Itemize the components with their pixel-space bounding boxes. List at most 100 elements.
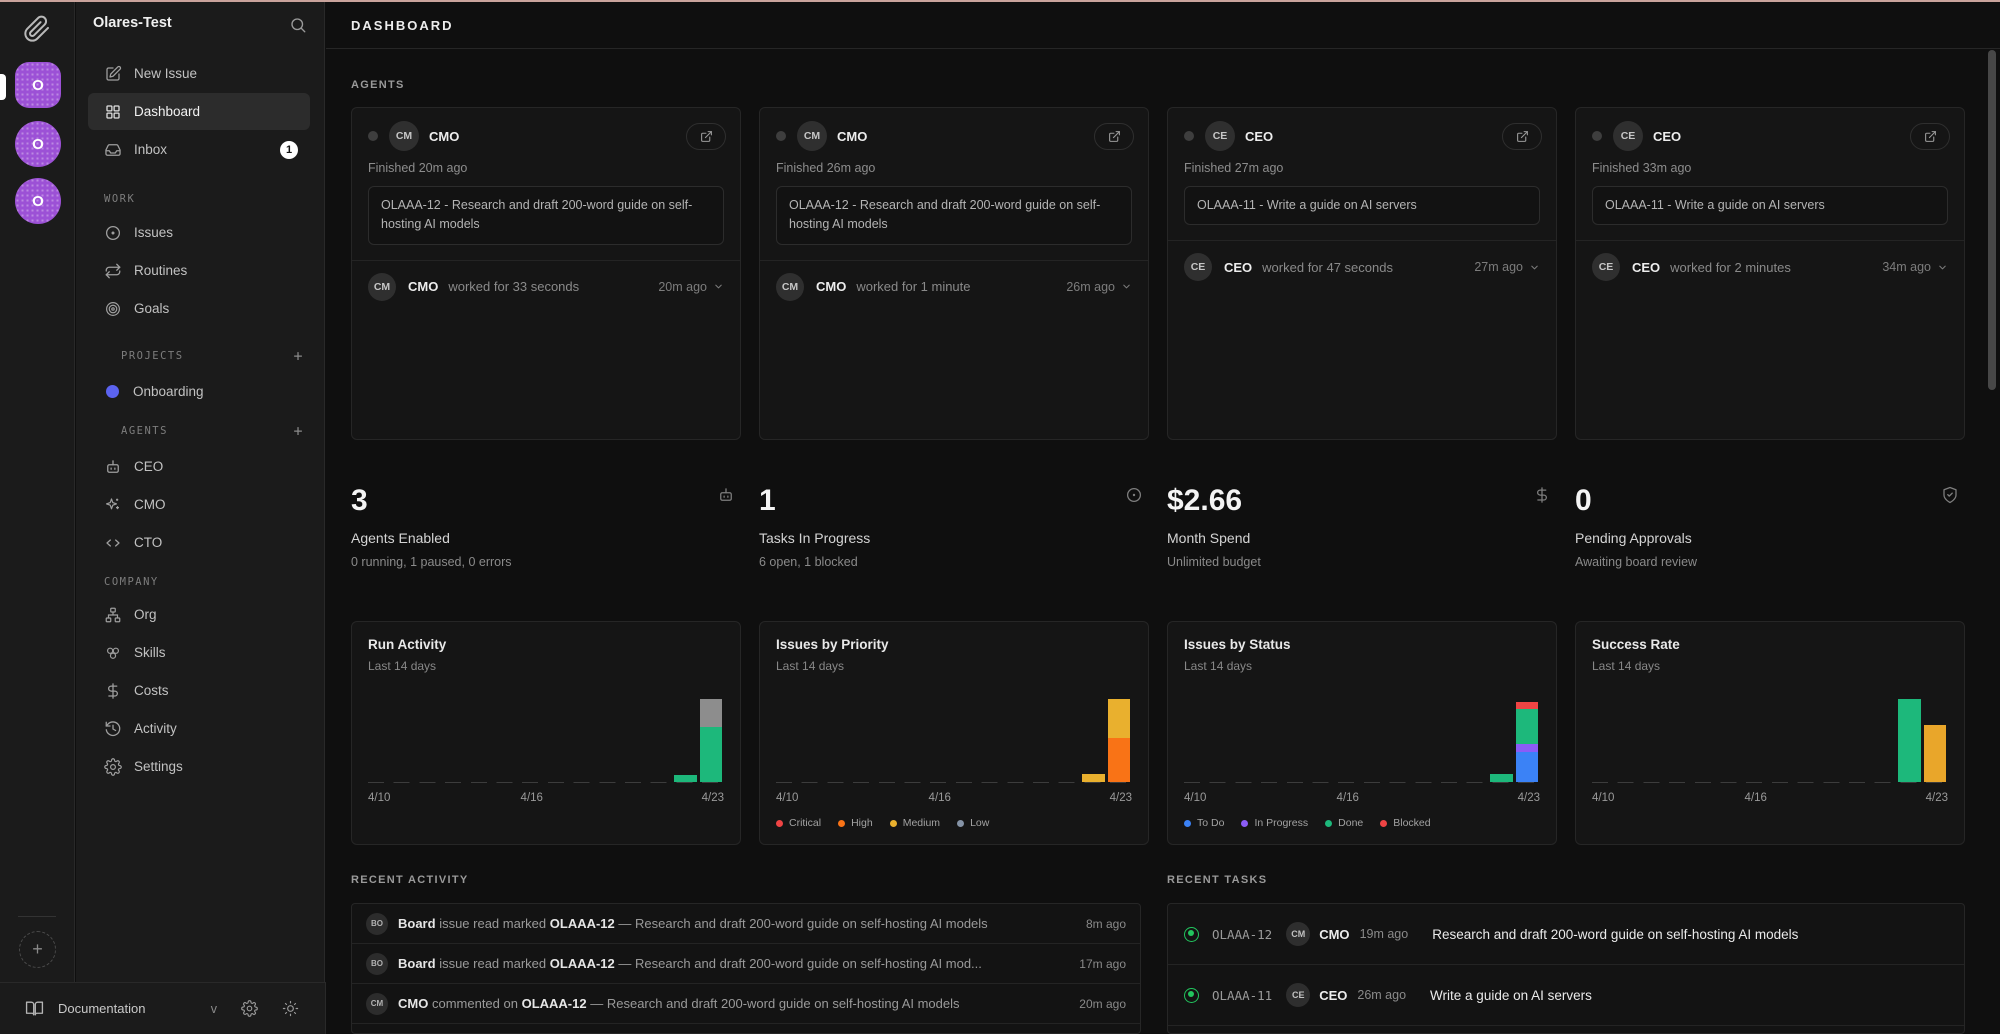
agent-run-card[interactable]: CM CMO Finished 26m ago OLAAA-12 - Resea… — [759, 107, 1149, 440]
add-project-button[interactable]: + — [293, 347, 304, 365]
sidebar-item-skills[interactable]: Skills — [88, 634, 310, 671]
task-row[interactable]: OLAAA-11 CE CEO 26m ago Write a guide on… — [1168, 965, 1964, 1026]
external-link-icon — [1516, 130, 1528, 142]
legend-dot-icon — [776, 819, 783, 827]
agents-section-title: AGENTS — [351, 79, 405, 91]
sidebar-item-settings[interactable]: Settings — [88, 748, 310, 785]
sidebar-item-onboarding[interactable]: Onboarding — [88, 373, 310, 410]
run-log-row[interactable]: CM CMO worked for 1 minute 26m ago — [760, 261, 1148, 313]
task-title: Research and draft 200-word guide on sel… — [1432, 926, 1799, 942]
legend-label: In Progress — [1254, 817, 1309, 829]
sidebar-item-inbox[interactable]: Inbox 1 — [88, 131, 310, 168]
chart-bar — [674, 775, 697, 782]
task-input[interactable]: OLAAA-12 - Research and draft 200-word g… — [368, 186, 724, 245]
open-run-button[interactable] — [1910, 122, 1950, 150]
x-tick: 4/10 — [1592, 792, 1615, 804]
chart-title: Success Rate — [1592, 637, 1680, 652]
task-input[interactable]: OLAAA-12 - Research and draft 200-word g… — [776, 186, 1132, 245]
sidebar-item-dashboard[interactable]: Dashboard — [88, 93, 310, 130]
open-run-button[interactable] — [686, 122, 726, 150]
vertical-scrollbar[interactable] — [1988, 50, 1996, 390]
run-time-toggle[interactable]: 20m ago — [658, 280, 724, 294]
chart-bar — [699, 699, 722, 782]
documentation-link[interactable]: Documentation — [58, 1001, 146, 1016]
dollar-icon — [1533, 486, 1551, 504]
avatar: BO — [366, 912, 388, 935]
open-run-button[interactable] — [1502, 122, 1542, 150]
workspace-avatar[interactable]: O — [15, 62, 61, 108]
avatar: BO — [366, 952, 388, 975]
run-time-toggle[interactable]: 34m ago — [1882, 260, 1948, 274]
chart-x-axis: 4/10 4/16 4/23 — [776, 792, 1132, 806]
activity-row[interactable]: CM CMO commented on OLAAA-12 — Research … — [352, 984, 1140, 1024]
sidebar-item-ceo[interactable]: CEO — [88, 448, 310, 485]
legend-label: Medium — [902, 817, 941, 829]
run-finished-status: Finished 27m ago — [1184, 161, 1284, 175]
add-agent-button[interactable]: + — [293, 422, 304, 440]
search-icon[interactable] — [289, 16, 307, 34]
sidebar-item-cto[interactable]: CTO — [88, 524, 310, 561]
avatar: CM — [1286, 922, 1311, 946]
agent-name: CEO — [1224, 259, 1253, 275]
bar-segment — [1490, 774, 1513, 782]
task-row[interactable]: OLAAA-12 CM CMO 19m ago Research and dra… — [1168, 904, 1964, 965]
stat-subtext: Awaiting board review — [1575, 555, 1698, 569]
issue-title: — Research and draft 200-word guide on s… — [590, 996, 960, 1011]
section-title: COMPANY — [104, 576, 159, 588]
chart-legend — [368, 817, 724, 829]
sidebar-item-costs[interactable]: Costs — [88, 672, 310, 709]
agent-run-card[interactable]: CM CMO Finished 20m ago OLAAA-12 - Resea… — [351, 107, 741, 440]
sidebar-item-new-issue[interactable]: New Issue — [88, 55, 310, 92]
sidebar-item-activity[interactable]: Activity — [88, 710, 310, 747]
x-tick: 4/16 — [1744, 792, 1767, 804]
open-run-button[interactable] — [1094, 122, 1134, 150]
inbox-unread-badge: 1 — [280, 140, 298, 159]
activity-row[interactable]: BO Board issue read marked OLAAA-12 — Re… — [352, 904, 1140, 944]
avatar: CE — [1184, 253, 1212, 282]
run-time-toggle[interactable]: 26m ago — [1066, 280, 1132, 294]
chart-bar — [1898, 699, 1921, 782]
x-tick: 4/10 — [368, 792, 391, 804]
stat-tasks-in-progress: 1 Tasks In Progress 6 open, 1 blocked — [759, 470, 1149, 580]
activity-row[interactable]: BO Board issue read marked OLAAA-12 — Re… — [352, 944, 1140, 984]
external-link-icon — [1108, 130, 1120, 142]
run-log-row[interactable]: CM CMO worked for 33 seconds 20m ago — [352, 261, 740, 313]
sidebar-item-issues[interactable]: Issues — [88, 214, 310, 251]
target-icon — [104, 300, 122, 318]
workspace-avatar[interactable]: O — [15, 121, 61, 167]
section-title: WORK — [104, 193, 136, 205]
chart-subtitle: Last 14 days — [1592, 659, 1661, 673]
divider — [1576, 240, 1964, 242]
agent-run-card[interactable]: CE CEO Finished 33m ago OLAAA-11 - Write… — [1575, 107, 1965, 440]
legend-item: In Progress — [1241, 817, 1308, 829]
task-row[interactable]: OLAAA-10 41m ago Write a guide on AI ser… — [1168, 1026, 1964, 1033]
chart-title: Run Activity — [368, 637, 447, 652]
sidebar-item-label: Costs — [134, 683, 169, 698]
task-input[interactable]: OLAAA-11 - Write a guide on AI servers — [1184, 186, 1540, 226]
stat-month-spend: $2.66 Month Spend Unlimited budget — [1167, 470, 1557, 580]
run-log-row[interactable]: CE CEO worked for 2 minutes 34m ago — [1576, 241, 1964, 293]
sidebar-item-routines[interactable]: Routines — [88, 252, 310, 289]
avatar: CE — [1205, 121, 1235, 151]
bar-segment — [1898, 699, 1921, 782]
legend-dot-icon — [889, 819, 897, 827]
avatar: CM — [366, 992, 388, 1015]
divider — [1168, 240, 1556, 242]
run-log-row[interactable]: CE CEO worked for 47 seconds 27m ago — [1168, 241, 1556, 293]
sidebar-item-org[interactable]: Org — [88, 596, 310, 633]
run-time-toggle[interactable]: 27m ago — [1474, 260, 1540, 274]
add-workspace-button[interactable]: + — [19, 931, 56, 968]
sidebar-item-cmo[interactable]: CMO — [88, 486, 310, 523]
legend-label: Critical — [789, 817, 822, 829]
x-tick: 4/16 — [520, 792, 543, 804]
workspace-avatar[interactable]: O — [15, 178, 61, 224]
gear-icon[interactable] — [241, 1000, 258, 1017]
task-input[interactable]: OLAAA-11 - Write a guide on AI servers — [1592, 186, 1948, 226]
activity-row-clipped — [352, 1024, 1140, 1033]
theme-sun-icon[interactable] — [282, 1000, 299, 1017]
chart-subtitle: Last 14 days — [776, 659, 845, 673]
robot-icon — [104, 458, 122, 476]
sidebar-item-goals[interactable]: Goals — [88, 290, 310, 327]
agent-run-card[interactable]: CE CEO Finished 27m ago OLAAA-11 - Write… — [1167, 107, 1557, 440]
repeat-icon — [104, 262, 122, 280]
